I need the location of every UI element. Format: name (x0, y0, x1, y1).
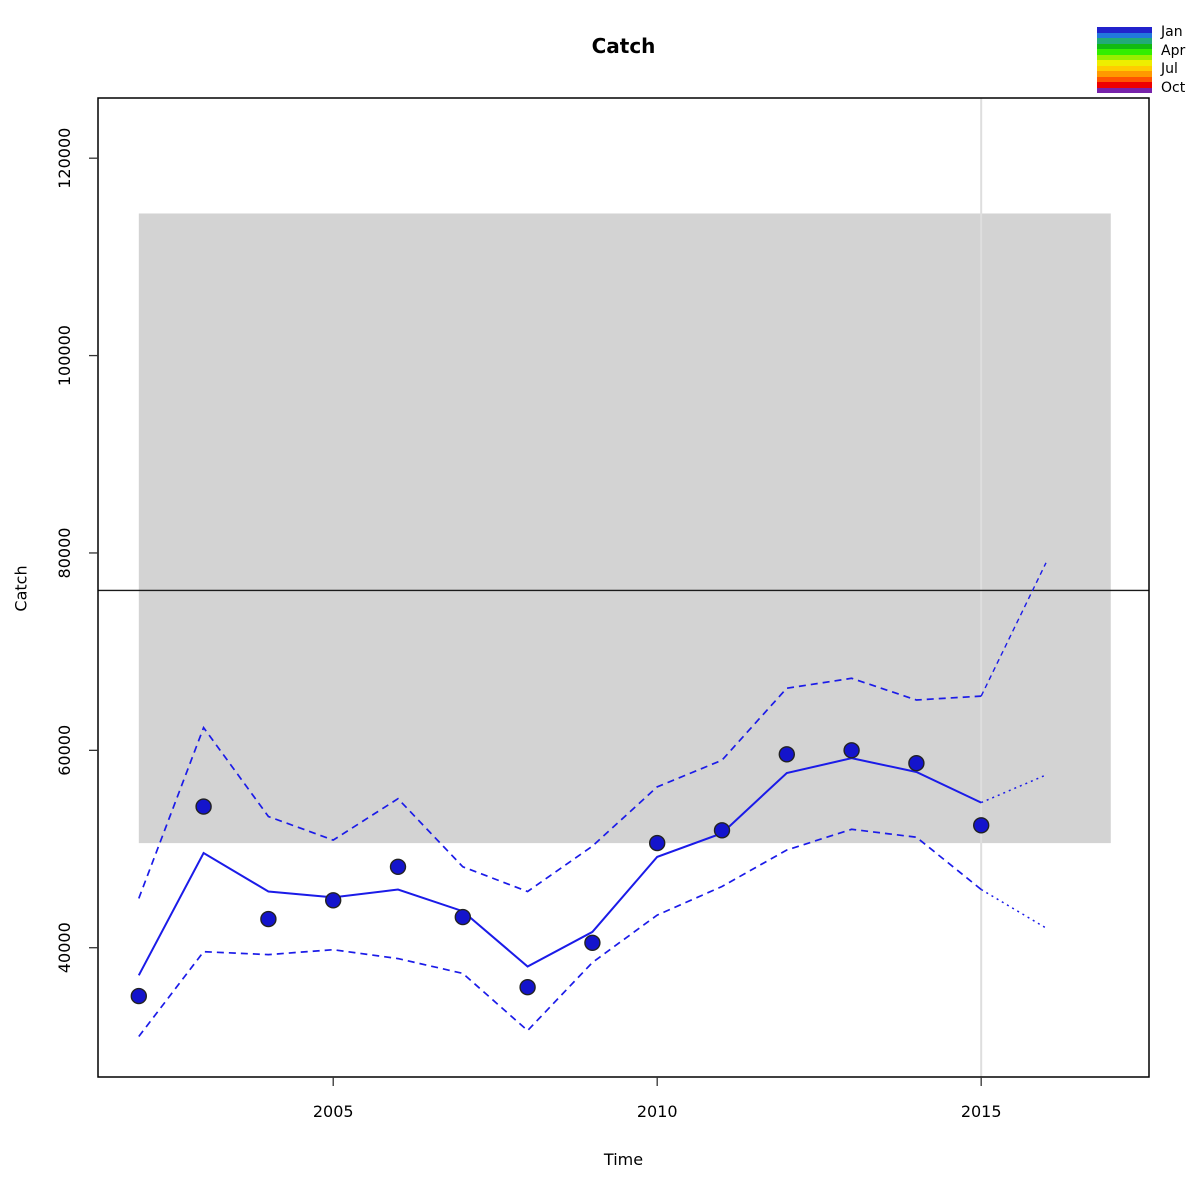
reference-shaded-box (138, 213, 1111, 844)
ramp-band-11 (1097, 82, 1152, 88)
legend-label-jan: Jan (1161, 24, 1183, 40)
data-point (130, 987, 148, 1005)
x-tick-label: 2005 (313, 1102, 354, 1121)
chart-title: Catch (591, 34, 656, 58)
y-axis-label: Catch (11, 565, 31, 612)
data-point (713, 822, 731, 839)
data-point (649, 834, 666, 852)
ramp-band-1 (1097, 27, 1152, 33)
data-point (908, 755, 925, 772)
season-legend-labels: Jan Apr Jul Oct (1161, 24, 1185, 96)
lower-confidence-band-line (138, 828, 982, 1038)
ramp-band-7 (1097, 60, 1152, 66)
data-point (778, 746, 795, 763)
ramp-band-8 (1097, 65, 1152, 71)
ramp-band-6 (1097, 54, 1152, 60)
ramp-band-12 (1097, 87, 1152, 93)
ramp-band-5 (1097, 49, 1152, 55)
y-tick-label: 120000 (55, 128, 74, 189)
data-point (519, 979, 536, 996)
ramp-band-2 (1097, 32, 1152, 38)
plot-border (97, 97, 1150, 1078)
data-point (325, 892, 342, 909)
y-tick-label: 100000 (55, 325, 74, 386)
ramp-band-10 (1097, 76, 1152, 82)
legend-label-apr: Apr (1161, 42, 1186, 59)
y-tick-label: 80000 (55, 528, 74, 579)
season-color-ramp (1097, 27, 1152, 93)
data-point (389, 858, 407, 875)
data-point (260, 910, 277, 928)
upper-confidence-band-line (138, 677, 982, 899)
ramp-band-4 (1097, 43, 1152, 49)
data-point (195, 798, 212, 815)
upper-confidence-projection-line (980, 562, 1047, 697)
data-point (454, 908, 471, 926)
legend-label-jul: Jul (1161, 61, 1178, 78)
y-tick-label: 60000 (55, 725, 74, 776)
lower-confidence-projection-line (980, 888, 1047, 929)
data-point (584, 934, 601, 951)
season-legend: Jan Apr Jul Oct (1097, 24, 1185, 96)
x-axis-label: Time (603, 1150, 644, 1169)
legend-label-oct: Oct (1161, 79, 1186, 96)
catch-fit-median-line (137, 757, 982, 976)
ramp-band-3 (1097, 38, 1152, 44)
x-tick-label: 2010 (637, 1102, 678, 1121)
data-point (843, 742, 860, 759)
y-tick-label: 40000 (55, 922, 74, 973)
data-point (973, 817, 990, 834)
ramp-band-9 (1097, 71, 1152, 77)
x-tick-label: 2015 (961, 1102, 1002, 1121)
